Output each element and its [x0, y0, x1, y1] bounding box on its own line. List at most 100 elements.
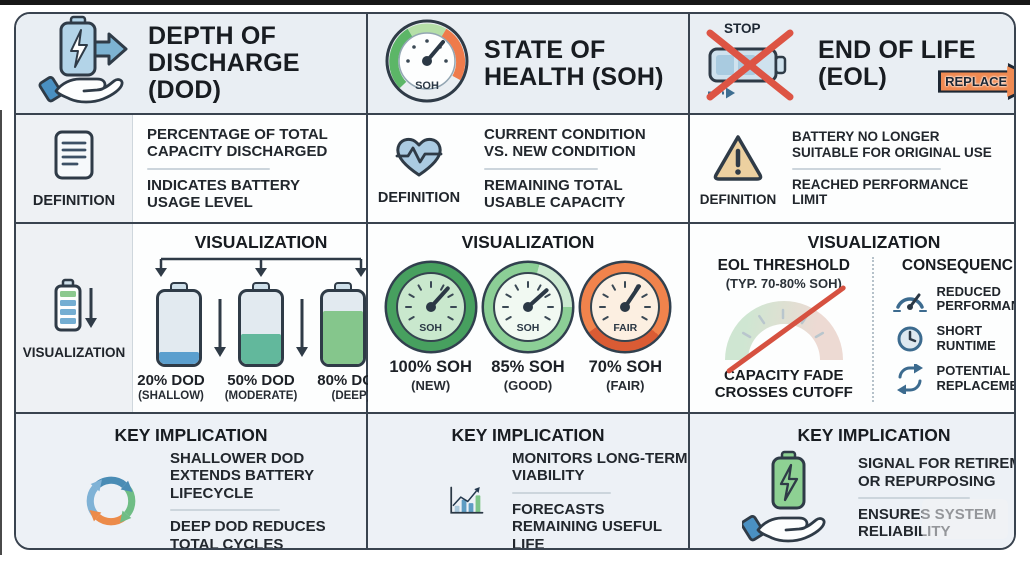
implication-text: SHALLOWER DOD EXTENDS BATTERY LIFECYCLE …	[170, 450, 366, 550]
gauge-85-soh: SOH 85% SOH (GOOD)	[480, 263, 576, 393]
gauge-70-soh: FAIR 70% SOH (FAIR)	[577, 263, 673, 393]
definition-line-2: REACHED PERFORMANCE LIMIT	[792, 176, 969, 208]
cycle-arrows-icon	[86, 477, 136, 526]
definition-side-eol: DEFINITION	[690, 115, 786, 222]
eol-threshold-sub: (TYP. 70-80% SOH)	[725, 276, 842, 291]
definition-text-soh: CURRENT CONDITION VS. NEW CONDITION REMA…	[470, 115, 688, 222]
visualization-cell-dod: VISUALIZATION VISUALIZATION	[16, 224, 385, 414]
text-divider	[858, 497, 970, 499]
header-cell-dod: DEPTH OF DISCHARGE (DOD)	[16, 14, 368, 115]
implication-line-1: MONITORS LONG-TERM VIABILITY	[512, 450, 688, 485]
battery-fill	[159, 352, 199, 364]
header-cell-eol: STOP END OF LIFE (EOL) REPLACE	[690, 14, 1014, 115]
consequences-heading: CONSEQUENCES	[901, 257, 1014, 274]
gauge-pin	[620, 302, 631, 312]
half-gauge-ticks	[741, 308, 824, 339]
text-divider	[147, 167, 270, 170]
battery-cap	[252, 282, 270, 289]
battery-50-dod	[238, 282, 284, 367]
visualization-side-dod: VISUALIZATION	[16, 224, 133, 412]
soh-gauges: SOH 100% SOH (NEW)	[368, 263, 688, 393]
top-edge-artifact	[0, 0, 1030, 5]
heart-pulse-icon	[395, 137, 443, 177]
battery-body	[156, 289, 202, 367]
gauge-dial-icon: FAIR	[581, 263, 670, 351]
gauge-pin	[522, 302, 533, 312]
definition-cell-dod: DEFINITION PERCENTAGE OF TOTAL CAPACITY …	[16, 115, 368, 224]
gauge-pin	[425, 302, 436, 312]
eol-threshold-heading: EOL THRESHOLD	[717, 257, 850, 274]
visualization-cell-soh: VISUALIZATION	[368, 224, 690, 414]
battery-body	[238, 289, 284, 367]
consequence-label: POTENTIAL REPLACEMENT	[936, 363, 1014, 393]
clock-icon	[892, 324, 928, 354]
header-cell-soh: SOH STATE OF HEALTH (SOH)	[368, 14, 690, 115]
gauge-dial-label: SOH	[415, 80, 439, 92]
battery-80-dod	[320, 282, 366, 367]
definition-label: DEFINITION	[377, 190, 461, 206]
gauge-dial-label: SOH	[419, 322, 443, 334]
implication-line-1: SHALLOWER DOD EXTENDS BATTERY LIFECYCLE	[170, 450, 314, 502]
gauge-value: 70% SOH	[588, 358, 662, 376]
definition-line-2: INDICATES BATTERY USAGE LEVEL	[147, 176, 300, 211]
growth-chart-icon	[450, 487, 484, 515]
left-edge-artifact	[0, 110, 2, 555]
definition-side-dod: DEFINITION	[16, 115, 133, 222]
battery-fill	[323, 310, 363, 364]
battery-fill	[241, 333, 281, 364]
replace-label: REPLACE	[945, 74, 1008, 89]
visualization-title: VISUALIZATION	[194, 232, 328, 252]
gauge-100-soh: SOH 100% SOH (NEW)	[383, 263, 479, 393]
gauge-ticks	[404, 281, 457, 321]
visualization-cell-eol: VISUALIZATION EOL THRESHOLD (TYP. 70-80%…	[690, 224, 1014, 414]
gauge-ticks	[501, 281, 554, 321]
gauge-slash-icon	[723, 284, 847, 374]
gauge-value: 85% SOH	[491, 358, 565, 376]
down-arrow-icon	[214, 299, 226, 357]
implication-cell-dod: KEY IMPLICATION SHALLOWER DOD EXTENDS	[16, 414, 368, 550]
battery-levels-icon	[54, 278, 97, 332]
gauge-qualifier: (FAIR)	[606, 378, 645, 393]
definition-line-1: BATTERY NO LONGER SUITABLE FOR ORIGINAL …	[792, 129, 992, 160]
implication-line-2: DEEP DOD REDUCES TOTAL CYCLES	[170, 518, 326, 550]
warning-triangle-icon	[713, 134, 763, 181]
implication-text: MONITORS LONG-TERM VIABILITY FORECASTS R…	[512, 450, 688, 550]
header-title-soh: STATE OF HEALTH (SOH)	[484, 35, 664, 91]
definition-line-1: PERCENTAGE OF TOTAL CAPACITY DISCHARGED	[147, 125, 328, 161]
battery-20-dod	[156, 282, 202, 367]
gauge-qualifier: (GOOD)	[503, 378, 553, 393]
text-divider	[792, 167, 941, 170]
definition-cell-eol: DEFINITION BATTERY NO LONGER SUITABLE FO…	[690, 115, 1014, 224]
eol-visualization: EOL THRESHOLD (TYP. 70-80% SOH)	[690, 253, 1014, 402]
battery-cap	[334, 282, 352, 289]
gauge-dial-label: SOH	[516, 322, 540, 334]
definition-text-dod: PERCENTAGE OF TOTAL CAPACITY DISCHARGED …	[133, 115, 366, 222]
visualization-title: VISUALIZATION	[807, 232, 941, 252]
implication-line-1: SIGNAL FOR RETIREMENT OR REPURPOSING	[858, 455, 1014, 490]
implication-body: SHALLOWER DOD EXTENDS BATTERY LIFECYCLE …	[16, 450, 366, 550]
replace-badge: REPLACE	[938, 63, 1014, 100]
visualization-body-dod: VISUALIZATION	[133, 224, 389, 412]
implication-cell-soh: KEY IMPLICATION MONITORS LONG-TERM VIABI…	[368, 414, 690, 550]
consequence-item: REDUCED PERFORMANCE	[886, 284, 1014, 314]
definition-label: DEFINITION	[32, 193, 116, 209]
visualization-title: VISUALIZATION	[461, 232, 595, 252]
text-divider	[512, 491, 611, 494]
text-divider	[484, 167, 599, 170]
implication-line-2: FORECASTS REMAINING USEFUL LIFE	[512, 500, 662, 550]
watermark	[922, 499, 1008, 539]
swap-arrows-icon	[892, 363, 928, 394]
definition-side-soh: DEFINITION	[368, 115, 470, 222]
definition-text-eol: BATTERY NO LONGER SUITABLE FOR ORIGINAL …	[786, 115, 1014, 222]
document-icon	[54, 130, 94, 180]
gauge-dial-label: FAIR	[613, 322, 638, 334]
consequence-item: SHORT RUNTIME	[886, 324, 1014, 354]
eol-threshold-caption: CAPACITY FADE CROSSES CUTOFF	[714, 367, 853, 402]
battery-discharge-hand-icon	[38, 15, 134, 112]
definition-cell-soh: DEFINITION CURRENT CONDITION VS. NEW CON…	[368, 115, 690, 224]
down-arrow-icon	[296, 299, 308, 357]
battery-crossed-icon: STOP	[694, 21, 810, 109]
speedometer-icon	[892, 286, 928, 313]
consequence-item: POTENTIAL REPLACEMENT	[886, 363, 1014, 394]
